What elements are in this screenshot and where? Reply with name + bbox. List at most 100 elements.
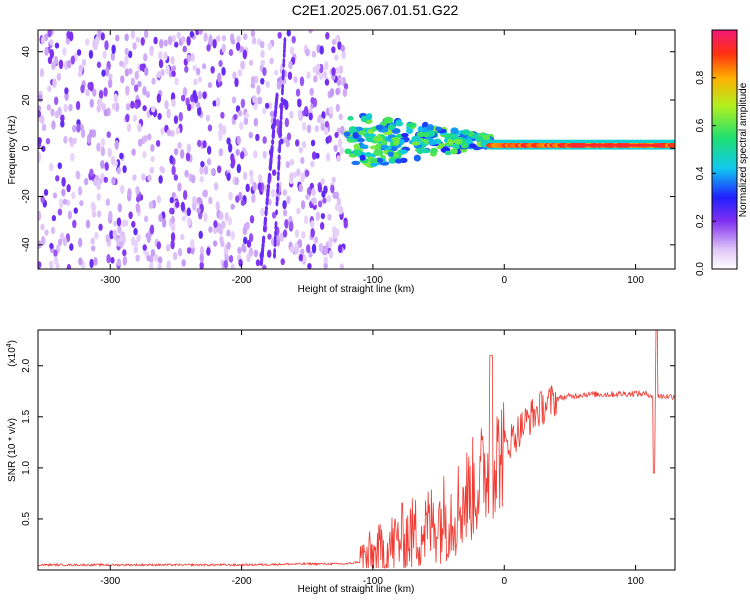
spectrogram-noise-cell [235, 41, 241, 51]
spectrogram-streak-cell [271, 139, 275, 146]
spectrogram-noise-cell [53, 249, 58, 258]
spectrogram-noise-cell [177, 248, 183, 257]
colorbar: 0.0 0.2 0.4 0.6 0.8 Normalized spectral ampl… [695, 29, 749, 276]
spectrogram-track-cell [411, 135, 421, 143]
spectrogram-cells [38, 30, 675, 269]
spectrogram-track-cell [343, 131, 351, 137]
spectrogram-track-cell [436, 144, 443, 150]
spectrogram-noise-cell [169, 154, 174, 165]
spectrogram-noise-cell [335, 87, 340, 96]
spectrogram-noise-cell [69, 243, 74, 251]
spectrogram-noise-cell [149, 166, 155, 174]
spectrogram-noise-cell [319, 222, 325, 230]
spectrogram-noise-cell [40, 223, 45, 231]
spectrogram-noise-cell [150, 155, 155, 163]
spectrogram-noise-cell [87, 82, 92, 90]
spectrogram-noise-cell [173, 115, 179, 124]
snr-y-tick-label: 2.0 [21, 358, 32, 372]
spectrogram-noise-cell [321, 111, 326, 120]
spectrogram-streak-cell [262, 226, 267, 233]
spectrogram-noise-cell [320, 123, 325, 132]
spectrogram-noise-cell [56, 72, 62, 81]
spectrogram-track-cell [353, 143, 361, 150]
spectrogram-noise-cell [327, 135, 332, 143]
spectrogram-noise-cell [240, 199, 246, 207]
spectrogram-noise-cell [38, 210, 42, 221]
spectrogram-noise-cell [300, 172, 305, 183]
spectrogram-streak-cell [272, 128, 276, 135]
spectrogram-noise-cell [91, 210, 97, 218]
spectrogram-streak-cell [267, 173, 272, 180]
spectrogram-track-cell [482, 134, 490, 141]
spectrogram-noise-cell [295, 88, 301, 97]
spectrogram-streak-cell [266, 184, 271, 191]
spectrogram-noise-cell [238, 259, 243, 267]
spectrogram-noise-cell [197, 139, 202, 148]
spectrogram-noise-cell [325, 32, 330, 40]
spectrogram-noise-cell [287, 71, 293, 80]
spectrogram-noise-cell [221, 66, 226, 76]
spectrogram-noise-cell [89, 129, 94, 138]
spectrogram-frame [37, 29, 676, 270]
spectrogram-noise-cell [244, 111, 250, 119]
spectrogram-noise-cell [92, 39, 97, 50]
spectrogram-noise-cell [116, 167, 121, 175]
spectrogram-noise-cell [317, 184, 323, 193]
spectrogram-noise-cell [331, 38, 337, 46]
spectrogram-streak-cell [278, 140, 282, 147]
spectrogram-noise-cell [232, 71, 237, 80]
spectrogram-noise-cell [174, 77, 179, 86]
spectrogram-noise-cell [133, 240, 139, 248]
spectrogram-noise-cell [293, 76, 298, 84]
spectrogram-noise-cell [92, 88, 97, 97]
spectrogram-noise-cell [221, 125, 227, 136]
spectrogram-noise-cell [136, 99, 141, 108]
spectrogram-noise-cell [98, 223, 103, 231]
spectrogram-noise-cell [250, 30, 256, 38]
spectrogram-noise-cell [245, 183, 250, 193]
spectrogram-noise-cell [242, 171, 248, 181]
spectrogram-noise-cell [170, 232, 176, 242]
colorbar-label: Normalized spectral amplitude [738, 82, 749, 217]
spectrogram-noise-cell [47, 56, 53, 65]
spectrogram-track-cell [452, 143, 461, 150]
spectrogram-noise-cell [137, 80, 142, 88]
colorbar-tick-label: 0.0 [695, 262, 706, 276]
colorbar-tick-label: 0.8 [695, 70, 706, 84]
spectrogram-noise-cell [77, 70, 83, 78]
spectrogram-noise-cell [70, 55, 76, 65]
spectrogram-noise-cell [135, 185, 140, 195]
spectrogram-streak-cell [269, 159, 273, 166]
spectrogram-track-cell [376, 158, 384, 163]
spectrogram-noise-cell [192, 196, 197, 204]
spectrogram-streak-cell [277, 155, 281, 162]
spectrogram-streak-cell [273, 111, 277, 118]
spectrogram-noise-cell [192, 200, 197, 211]
spectrogram-noise-cell [117, 203, 123, 213]
spectrogram-noise-cell [212, 38, 217, 49]
spectrogram-noise-cell [198, 30, 203, 35]
spectrogram-noise-cell [106, 131, 111, 138]
spectrogram-noise-cell [79, 124, 84, 132]
spectrogram-band-cell [670, 142, 675, 148]
spectrogram-track-cell [387, 124, 396, 130]
spectrogram-noise-cell [196, 67, 201, 76]
spectrogram-noise-cell [310, 228, 315, 238]
spectrogram-noise-cell [173, 148, 179, 156]
spectrogram-noise-cell [55, 175, 60, 182]
spectrogram-noise-cell [323, 256, 328, 264]
spectrogram-track-cell [399, 149, 408, 155]
spectrogram-noise-cell [57, 162, 62, 170]
snr-multiplier-base: (x10 [7, 347, 18, 367]
spectrogram-noise-cell [71, 191, 76, 200]
spectrogram-noise-cell [239, 121, 244, 131]
spectrogram-noise-cell [137, 122, 142, 132]
spectrogram-noise-cell [98, 97, 103, 108]
snr-y-ticks: 0.5 1.0 1.5 2.0 [21, 358, 675, 526]
spectrogram-noise-cell [192, 89, 197, 100]
spectrogram-track-cell [426, 124, 435, 131]
spectrogram-track-cell [351, 160, 361, 166]
spectrogram-noise-cell [96, 61, 102, 69]
spectrogram-streak-cell [262, 235, 266, 242]
